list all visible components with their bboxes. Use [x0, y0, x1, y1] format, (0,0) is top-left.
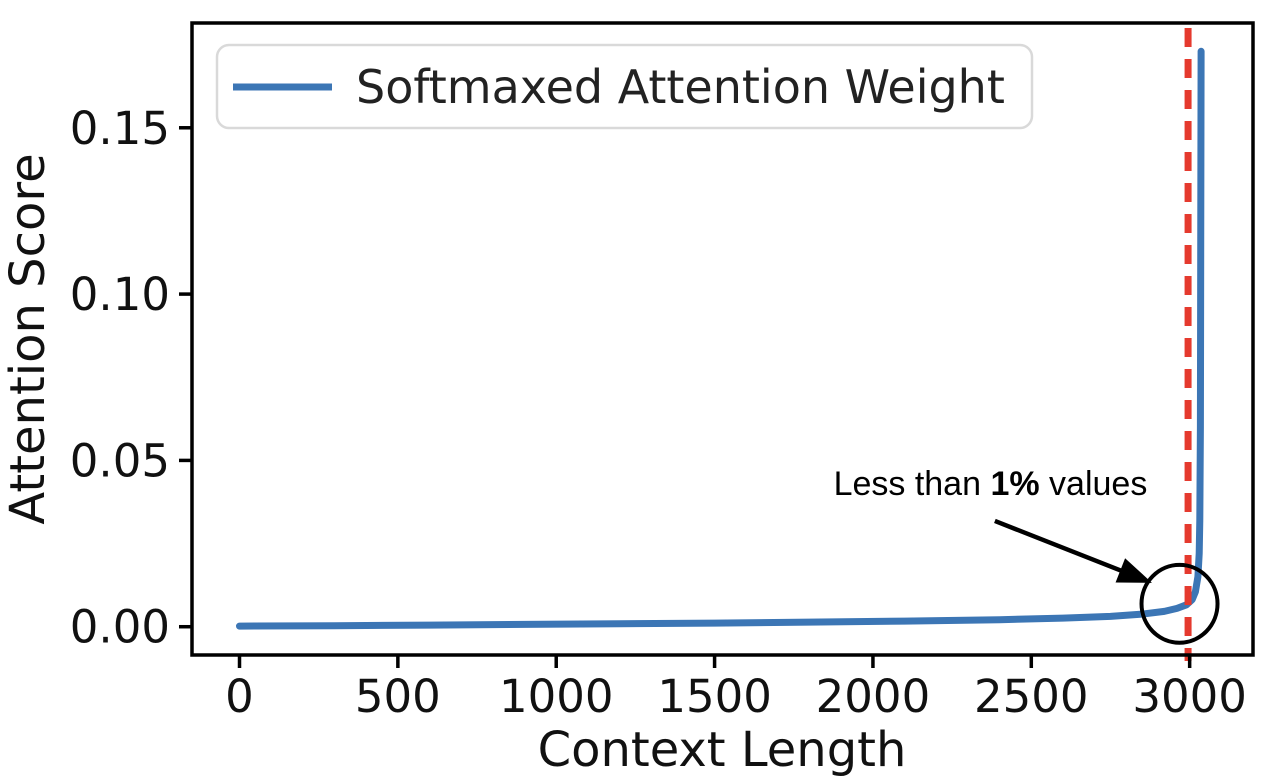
annotation-text-prefix: Less than	[834, 465, 991, 503]
legend-box	[215, 43, 1034, 130]
x-axis-title: Context Length	[538, 722, 907, 778]
x-tick-label: 1000	[499, 670, 614, 723]
annotation-arrow-head	[1115, 558, 1152, 583]
plot-frame	[190, 21, 1255, 657]
x-tick-label: 2000	[816, 670, 931, 723]
annotation-text: Less than 1% values	[767, 465, 1194, 503]
y-tick-label: 0.00	[70, 601, 170, 654]
annotation-text-suffix: values	[1040, 465, 1148, 503]
x-tick-label: 2500	[974, 670, 1089, 723]
annotation-text-bold: 1%	[990, 465, 1039, 503]
legend: Softmaxed Attention Weight	[215, 43, 1034, 130]
series-line	[236, 47, 1205, 630]
y-tick-label: 0.15	[70, 102, 170, 155]
y-tick-label: 0.10	[70, 268, 170, 321]
y-axis-title: Attention Score	[0, 153, 56, 524]
chart-generated-layer: 0 500 1000 1500 2000 2500 3000 0.00 0.05 0.10 0.15	[70, 21, 1255, 723]
x-tick-label: 500	[355, 670, 441, 723]
legend-entry-label: Softmaxed Attention Weight	[356, 60, 1005, 114]
y-tick-label: 0.05	[70, 434, 170, 487]
x-tick-label: 1500	[657, 670, 772, 723]
annotation-arrow-shaft	[994, 518, 1127, 575]
highlight-circle	[1139, 562, 1220, 645]
x-tick-label: 3000	[1132, 670, 1247, 723]
x-tick-label: 0	[225, 670, 254, 723]
